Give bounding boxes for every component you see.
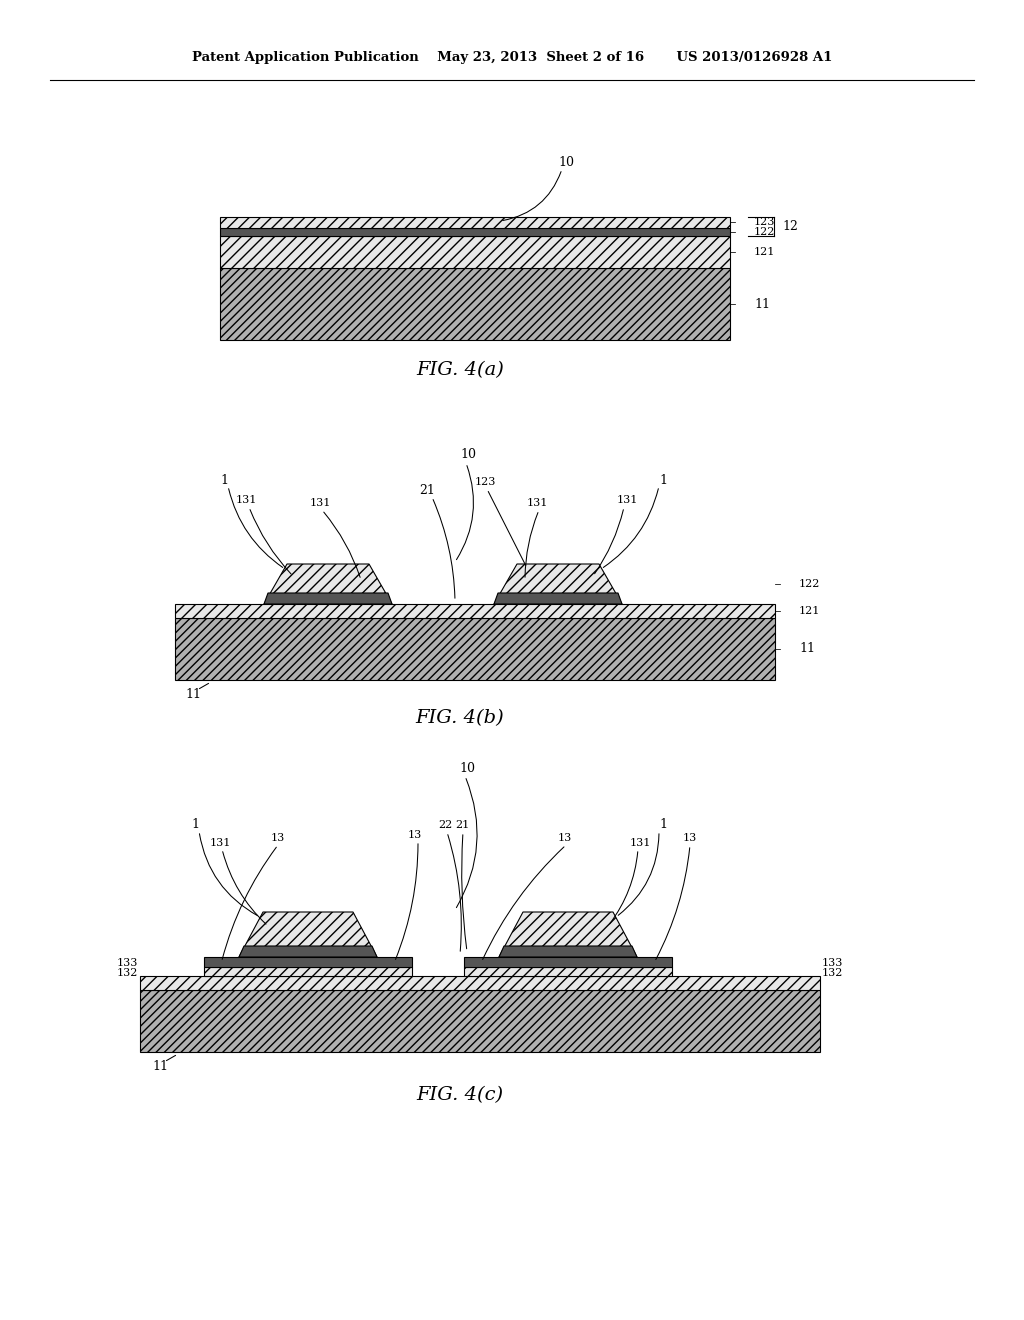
- Text: 12: 12: [782, 220, 798, 234]
- Text: 10: 10: [459, 762, 475, 775]
- Text: 133: 133: [117, 958, 138, 968]
- Polygon shape: [264, 564, 392, 605]
- Text: 133: 133: [822, 958, 844, 968]
- Polygon shape: [239, 912, 377, 957]
- Text: 1: 1: [191, 818, 199, 832]
- Text: Patent Application Publication    May 23, 2013  Sheet 2 of 16       US 2013/0126: Patent Application Publication May 23, 2…: [191, 51, 833, 65]
- Bar: [204, 968, 412, 975]
- Text: 122: 122: [799, 579, 820, 589]
- Text: FIG. 4(b): FIG. 4(b): [416, 709, 505, 727]
- Bar: [464, 968, 672, 975]
- Text: 131: 131: [209, 838, 230, 847]
- Text: 1: 1: [220, 474, 228, 487]
- Text: 123: 123: [474, 477, 496, 487]
- Bar: [464, 957, 672, 968]
- Bar: [175, 605, 775, 618]
- Text: 131: 131: [236, 495, 257, 506]
- Text: 1: 1: [659, 474, 667, 487]
- Text: 11: 11: [799, 643, 815, 656]
- Text: 122: 122: [754, 227, 775, 238]
- Text: 13: 13: [558, 833, 572, 843]
- Text: 13: 13: [683, 833, 697, 843]
- Text: 131: 131: [309, 498, 331, 508]
- Bar: [220, 216, 730, 228]
- Text: 131: 131: [526, 498, 548, 508]
- Text: 131: 131: [616, 495, 638, 506]
- Polygon shape: [239, 946, 377, 957]
- Bar: [204, 957, 412, 968]
- Text: 13: 13: [271, 833, 285, 843]
- Bar: [220, 268, 730, 341]
- Text: 21: 21: [455, 820, 469, 830]
- Text: 121: 121: [799, 606, 820, 616]
- Text: FIG. 4(a): FIG. 4(a): [416, 360, 504, 379]
- Polygon shape: [264, 593, 392, 605]
- Text: 132: 132: [117, 968, 138, 978]
- Text: 1: 1: [659, 818, 667, 832]
- Bar: [220, 228, 730, 236]
- Polygon shape: [494, 564, 622, 605]
- Text: 10: 10: [460, 449, 476, 462]
- Text: 131: 131: [630, 838, 650, 847]
- Text: 11: 11: [754, 297, 770, 310]
- Polygon shape: [499, 912, 637, 957]
- Polygon shape: [494, 593, 622, 605]
- Bar: [140, 975, 820, 990]
- Text: 21: 21: [419, 483, 435, 496]
- Text: 123: 123: [754, 216, 775, 227]
- Text: 22: 22: [438, 820, 453, 830]
- Text: 10: 10: [558, 156, 574, 169]
- Bar: [140, 990, 820, 1052]
- Polygon shape: [499, 946, 637, 957]
- Text: 11: 11: [185, 689, 201, 701]
- Text: FIG. 4(c): FIG. 4(c): [417, 1086, 504, 1104]
- Text: 132: 132: [822, 968, 844, 978]
- Bar: [220, 236, 730, 268]
- Text: 13: 13: [408, 830, 422, 840]
- Text: 121: 121: [754, 247, 775, 257]
- Bar: [175, 618, 775, 680]
- Text: 11: 11: [152, 1060, 168, 1073]
